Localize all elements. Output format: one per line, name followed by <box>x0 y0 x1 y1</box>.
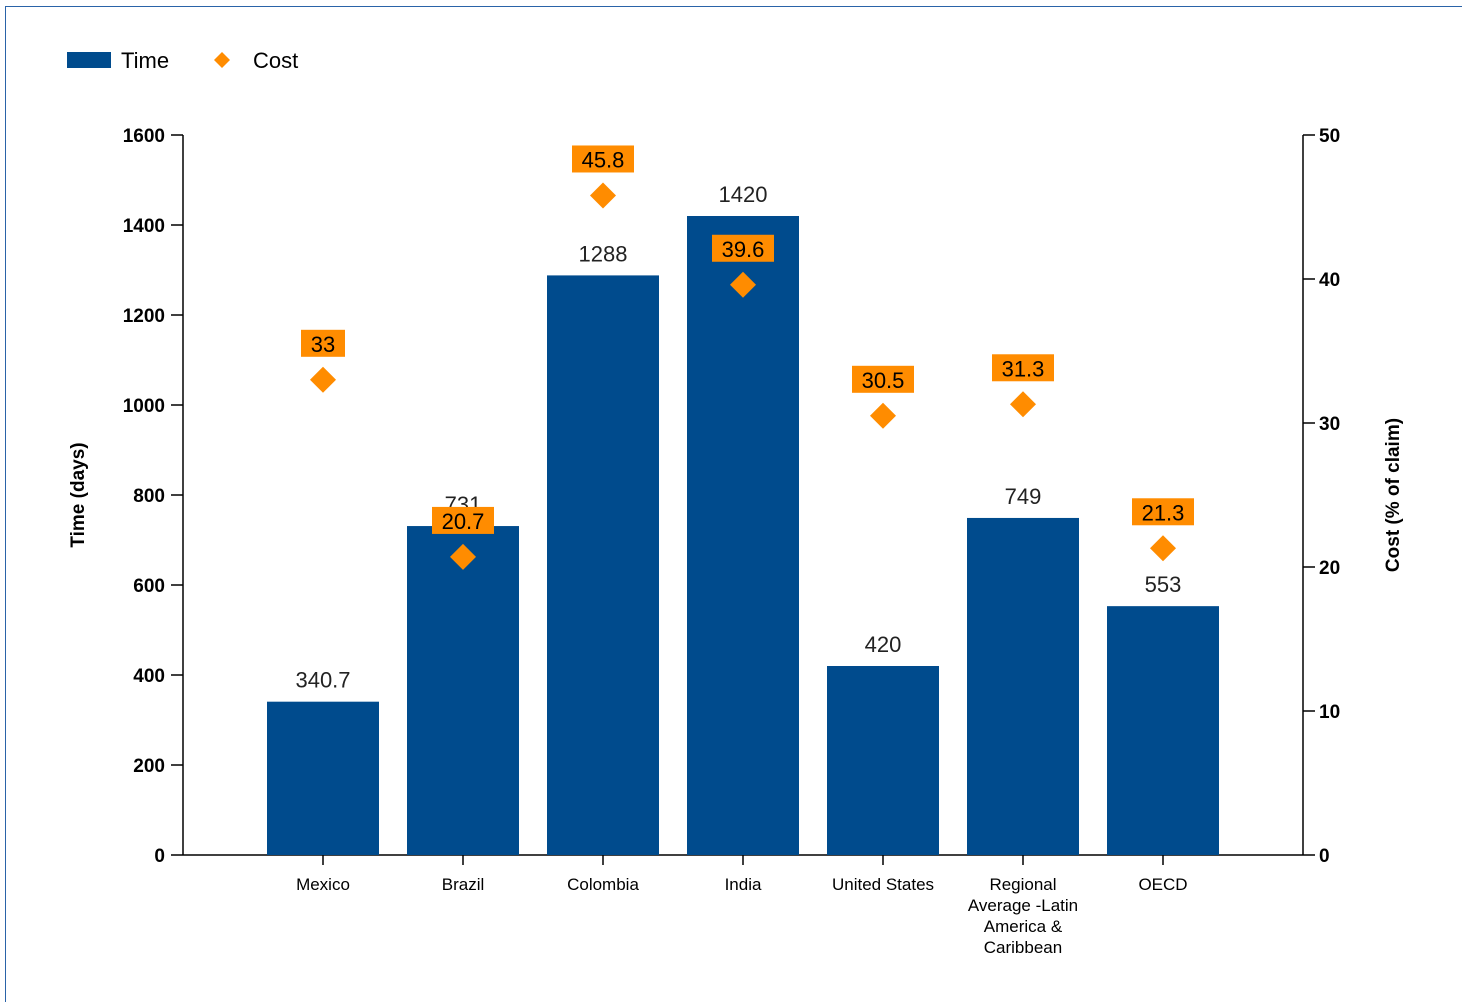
bar-time <box>407 526 519 855</box>
y-tick-label-left: 400 <box>133 666 165 687</box>
cost-label-background <box>1132 498 1194 526</box>
cost-marker-diamond <box>730 271 756 298</box>
cost-label-background <box>572 145 634 173</box>
x-tick-label: Mexico <box>296 875 350 894</box>
cost-label-background <box>432 506 494 534</box>
bar-value-label: 749 <box>1005 484 1042 509</box>
bar-value-label: 340.7 <box>295 668 350 693</box>
cost-value-label: 45.8 <box>582 147 625 172</box>
y-tick-label-left: 800 <box>133 486 165 507</box>
legend-swatch-time <box>67 52 111 68</box>
y-tick-label-right: 0 <box>1319 846 1330 867</box>
cost-label-background <box>301 329 345 357</box>
y-tick-label-right: 50 <box>1319 126 1340 147</box>
x-tick-label: India <box>725 875 762 894</box>
bar-time <box>267 701 379 855</box>
bar-time <box>827 666 939 855</box>
y-tick-label-left: 1400 <box>123 216 165 237</box>
bars <box>267 216 1219 855</box>
data-labels: 340.73373120.7128845.8142039.642030.5749… <box>295 145 1194 693</box>
y-tick-label-right: 30 <box>1319 414 1340 435</box>
y-tick-label-left: 600 <box>133 576 165 597</box>
legend: Time Cost <box>67 48 298 73</box>
cost-label-background <box>852 365 914 393</box>
legend-label-time: Time <box>121 48 169 73</box>
x-tick-label: OECD <box>1138 875 1187 894</box>
bar-time <box>1107 606 1219 855</box>
cost-markers <box>310 182 1176 570</box>
y-tick-label-right: 20 <box>1319 558 1340 579</box>
y-tick-label-left: 1200 <box>123 306 165 327</box>
cost-value-label: 31.3 <box>1002 356 1045 381</box>
cost-value-label: 33 <box>311 332 335 357</box>
axes: 0 200 400 600 800 1000 1200 1400 1600 0 10 20 30 40 50… <box>123 126 1340 957</box>
bar-time <box>547 275 659 855</box>
bar-time <box>687 216 799 855</box>
y-tick-label-right: 40 <box>1319 270 1340 291</box>
y-axis-title-left: Time (days) <box>68 442 89 547</box>
bar-time <box>967 517 1079 855</box>
cost-value-label: 39.6 <box>722 237 765 262</box>
bar-value-label: 1420 <box>719 182 768 207</box>
legend-swatch-cost-diamond <box>214 52 230 68</box>
bar-value-label: 1288 <box>579 241 628 266</box>
y-tick-label-left: 0 <box>154 846 165 867</box>
x-tick-label: Regional Average -Latin America & Caribbean <box>968 875 1078 957</box>
cost-value-label: 21.3 <box>1142 500 1185 525</box>
cost-marker-diamond <box>1010 391 1036 418</box>
cost-value-label: 20.7 <box>442 509 485 534</box>
cost-marker-diamond <box>590 182 616 209</box>
bar-value-label: 553 <box>1145 572 1182 597</box>
legend-label-cost: Cost <box>253 48 298 73</box>
x-tick-label: United States <box>832 875 934 894</box>
cost-label-background <box>992 354 1054 382</box>
cost-marker-diamond <box>310 366 336 393</box>
cost-label-background <box>712 234 774 262</box>
y-axis-title-right: Cost (% of claim) <box>1383 418 1404 572</box>
x-tick-label: Colombia <box>567 875 639 894</box>
cost-value-label: 30.5 <box>862 368 905 393</box>
cost-marker-diamond <box>1150 535 1176 562</box>
y-tick-label-left: 200 <box>133 756 165 777</box>
y-tick-label-left: 1000 <box>123 396 165 417</box>
chart-frame <box>5 6 1462 1002</box>
cost-marker-diamond <box>870 402 896 429</box>
y-tick-label-left: 1600 <box>123 126 165 147</box>
x-tick-label: Brazil <box>442 875 485 894</box>
bar-value-label: 420 <box>865 632 902 657</box>
y-tick-label-right: 10 <box>1319 702 1340 723</box>
cost-marker-diamond <box>450 543 476 570</box>
